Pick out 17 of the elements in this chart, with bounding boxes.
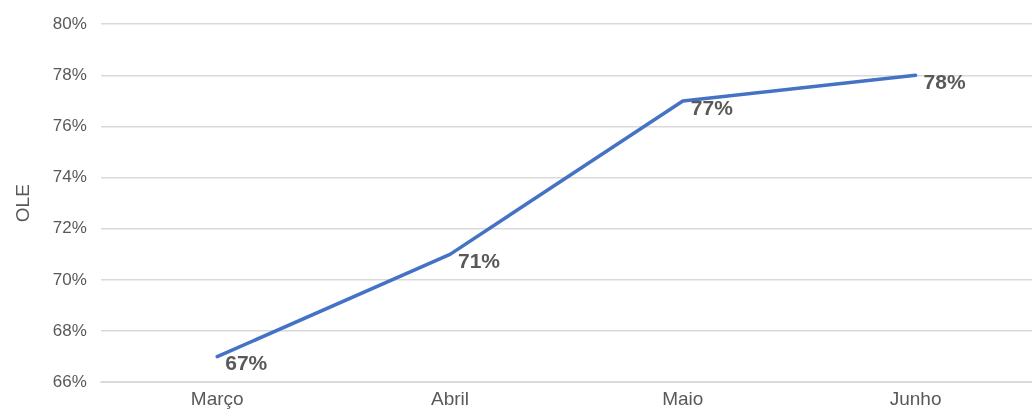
y-tick-label: 70%	[52, 269, 87, 289]
x-tick-label: Maio	[662, 387, 704, 409]
y-tick-label: 80%	[52, 13, 87, 33]
data-label: 77%	[690, 95, 734, 119]
data-label: 78%	[923, 70, 966, 94]
y-tick-label: 78%	[52, 65, 87, 85]
x-tick-label: Abril	[431, 387, 470, 409]
y-tick-label: 66%	[52, 371, 87, 391]
y-axis-title: OLE	[11, 184, 33, 223]
data-label: 71%	[458, 249, 501, 273]
y-tick-label: 74%	[52, 167, 87, 187]
x-tick-label: Março	[190, 387, 244, 409]
data-label: 67%	[225, 351, 268, 375]
y-tick-label: 72%	[52, 218, 87, 238]
y-tick-label: 68%	[52, 320, 87, 340]
x-tick-label: Junho	[889, 387, 942, 409]
y-tick-label: 76%	[52, 116, 87, 136]
